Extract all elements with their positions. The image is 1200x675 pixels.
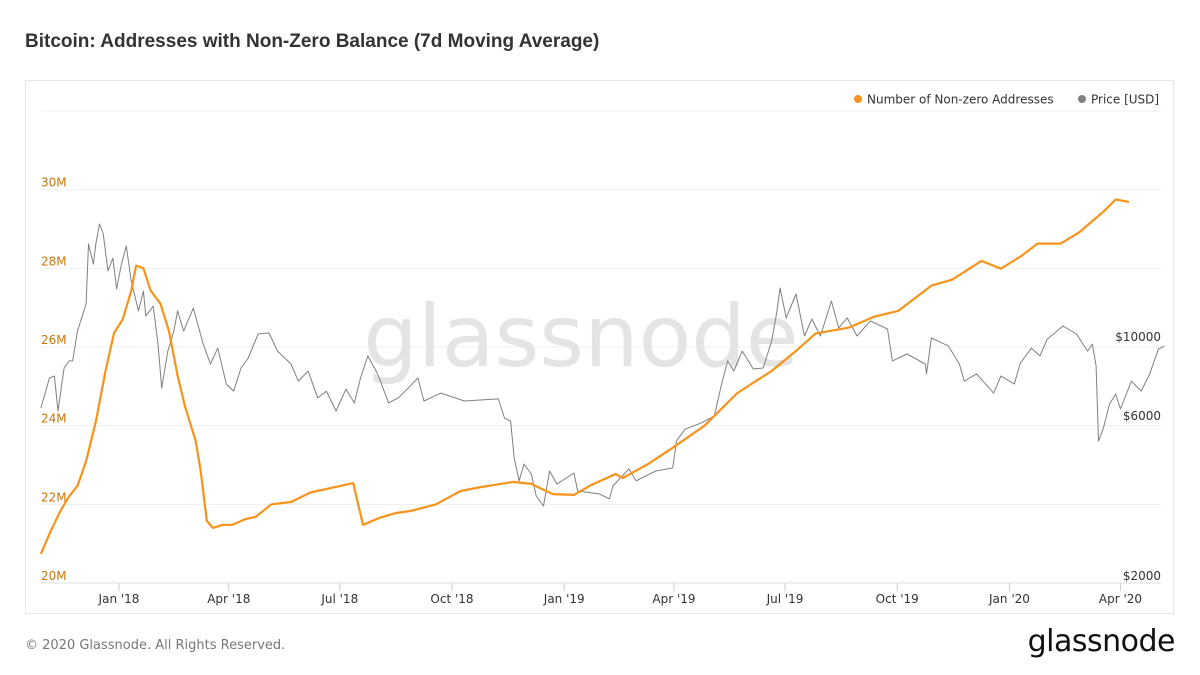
- x-tick-label: Apr '19: [652, 592, 695, 606]
- y-right-tick-label: $6000: [1123, 409, 1161, 423]
- chart-title: Bitcoin: Addresses with Non-Zero Balance…: [25, 31, 600, 52]
- watermark: glassnode: [363, 287, 798, 387]
- glassnode-logo[interactable]: glassnode: [1027, 624, 1176, 659]
- y-right-tick-label: $10000: [1115, 330, 1161, 344]
- x-tick-label: Jan '18: [98, 592, 140, 606]
- y-left-tick-label: 20M: [41, 569, 67, 583]
- legend-label: Number of Non-zero Addresses: [867, 93, 1054, 107]
- y-left-tick-label: 24M: [41, 412, 67, 426]
- x-axis: Jan '18 Apr '18 Jul '18 Oct '18 Jan '19 Apr '…: [98, 583, 1142, 606]
- legend-label: Price [USD]: [1091, 93, 1159, 107]
- y-left-tick-label: 28M: [41, 254, 67, 268]
- y-left-tick-label: 22M: [41, 490, 67, 504]
- x-tick-label: Oct '18: [430, 592, 473, 606]
- legend: Number of Non-zero Addresses Price [USD]: [854, 93, 1159, 107]
- gridlines: [41, 110, 1161, 584]
- x-tick-label: Apr '20: [1099, 592, 1142, 606]
- copyright: © 2020 Glassnode. All Rights Reserved.: [25, 638, 286, 653]
- x-tick-label: Apr '18: [207, 592, 250, 606]
- x-tick-label: Oct '19: [876, 592, 919, 606]
- y-left-tick-label: 26M: [41, 333, 67, 347]
- left-axis: 20M 22M 24M 26M 28M 30M: [41, 176, 67, 583]
- chart-container: glassnode 20M 22M 24M 26M 28M 30M $2000 $6000 $…: [25, 80, 1174, 614]
- y-right-tick-label: $2000: [1123, 569, 1161, 583]
- x-tick-label: Jan '19: [543, 592, 585, 606]
- x-tick-label: Jul '19: [766, 592, 804, 606]
- series-lines: [39, 198, 1165, 555]
- y-left-tick-label: 30M: [41, 176, 67, 190]
- legend-marker: [1078, 95, 1086, 103]
- price-line: [40, 223, 1165, 507]
- right-axis: $2000 $6000 $10000: [1115, 330, 1161, 583]
- addresses-line: [39, 198, 1130, 555]
- legend-marker: [854, 95, 862, 103]
- x-tick-label: Jan '20: [988, 592, 1030, 606]
- x-tick-label: Jul '18: [320, 592, 358, 606]
